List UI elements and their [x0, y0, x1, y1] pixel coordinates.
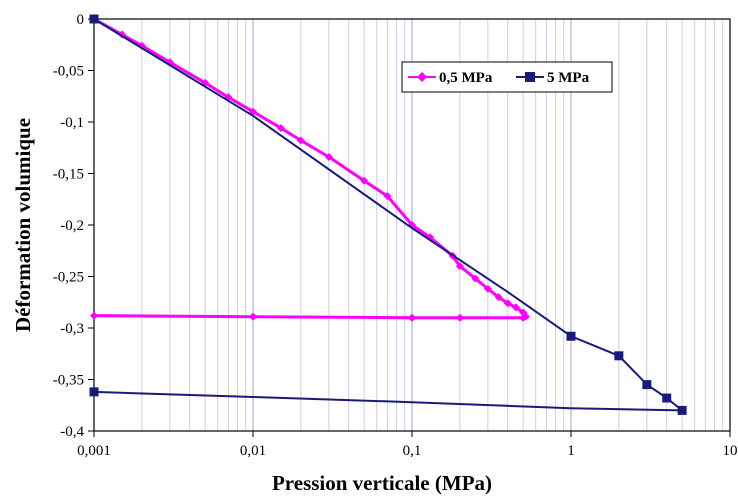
data-point-0-5-mpa: [165, 58, 174, 67]
x-tick-label: 0,01: [240, 443, 266, 459]
axes: 0,001 0,01 0,1 1 10 0 -0,05 -0,1 -0,15 -0,2 -0,25 -…: [53, 12, 738, 459]
data-point-0-5-mpa: [360, 176, 369, 185]
data-point-0-5-mpa: [276, 124, 285, 133]
y-tick-label: -0,4: [60, 424, 84, 440]
y-tick-label: -0,3: [60, 321, 84, 337]
data-point-0-5-mpa: [455, 313, 464, 322]
y-tick-label: 0: [77, 12, 85, 28]
legend-box: [401, 61, 613, 93]
data-point-0-5-mpa: [324, 153, 333, 162]
y-tick-label: -0,25: [53, 270, 84, 286]
legend: 0,5 MPa 5 MPa: [401, 61, 613, 93]
y-tick-label: -0,05: [53, 64, 84, 80]
data-point-0-5-mpa: [503, 299, 512, 308]
y-tick-label: -0,15: [53, 167, 84, 183]
legend-marker-5-mpa: [525, 72, 535, 82]
data-point-5-mpa: [614, 351, 624, 361]
data-point-0-5-mpa: [383, 192, 392, 201]
x-tick-label: 10: [723, 443, 738, 459]
y-tick-label: -0,1: [60, 115, 84, 131]
data-point-0-5-mpa: [511, 303, 520, 312]
data-point-0-5-mpa: [408, 313, 416, 322]
data-point-5-mpa: [662, 393, 672, 403]
data-point-0-5-mpa: [494, 293, 503, 302]
data-point-0-5-mpa: [519, 313, 528, 322]
x-tick-label: 1: [567, 443, 575, 459]
data-point-5-mpa: [89, 14, 99, 24]
x-tick-label: 0,001: [77, 443, 111, 459]
data-point-0-5-mpa: [471, 274, 480, 283]
data-point-0-5-mpa: [90, 311, 98, 320]
legend-label-5-mpa: 5 MPa: [547, 70, 590, 86]
y-tick-label: -0,35: [53, 373, 84, 389]
data-point-0-5-mpa: [296, 136, 305, 145]
legend-marker-0-5-mpa: [417, 72, 427, 82]
data-point-0-5-mpa: [455, 262, 464, 271]
y-tick-label: -0,2: [60, 218, 84, 234]
x-tick-label: 0,1: [403, 443, 422, 459]
legend-label-0-5-mpa: 0,5 MPa: [439, 70, 493, 86]
data-point-0-5-mpa: [483, 284, 492, 293]
data-point-5-mpa: [89, 387, 99, 397]
y-axis-title: Déformation volumique: [11, 118, 35, 332]
x-axis-title: Pression verticale (MPa): [272, 471, 492, 495]
data-point-0-5-mpa: [249, 312, 257, 321]
data-point-5-mpa: [642, 380, 652, 390]
data-point-5-mpa: [566, 331, 576, 341]
series-layer: [89, 14, 687, 415]
data-point-5-mpa: [677, 405, 687, 415]
